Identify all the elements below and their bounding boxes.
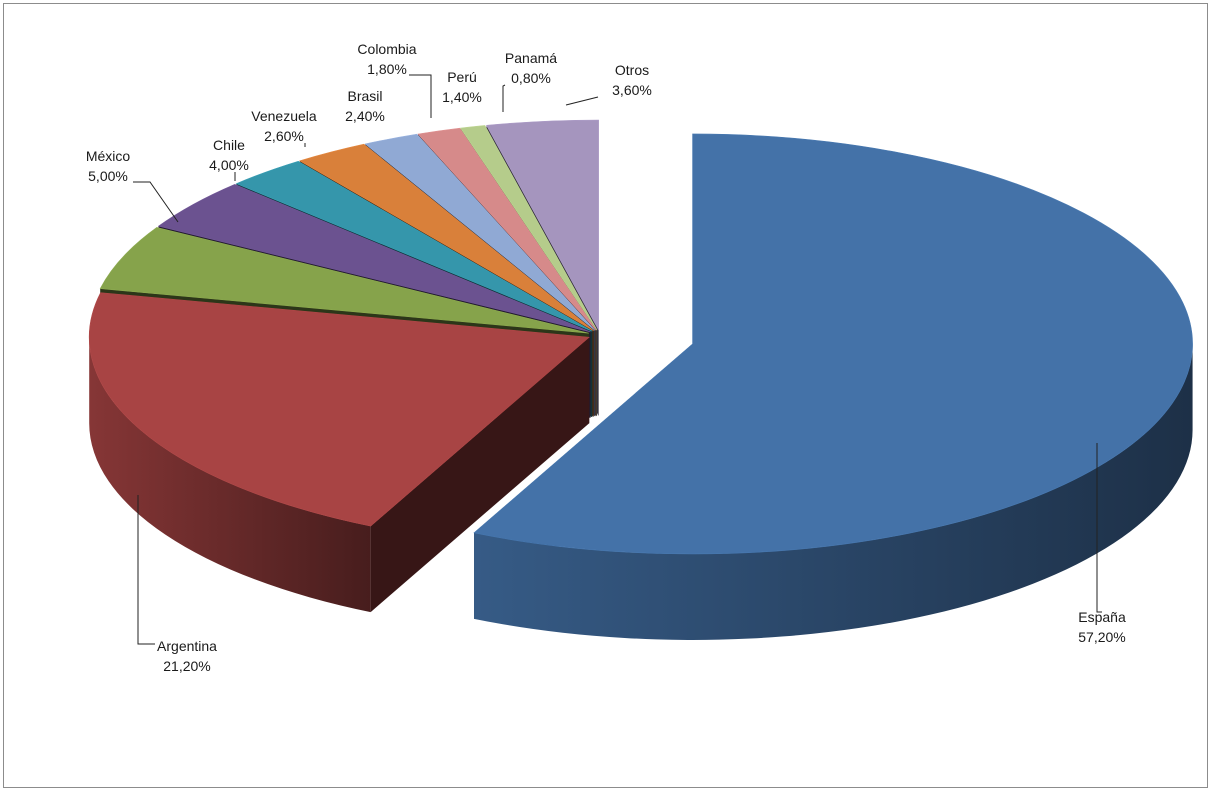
slice-wall-argentina [89, 337, 371, 613]
leader-line-panama [502, 84, 506, 112]
data-label-value-panama: 0,80% [511, 70, 551, 86]
leader-line-mexico [133, 181, 179, 223]
data-label-value-espana: 57,20% [1078, 629, 1125, 645]
data-label-value-colombia: 1,80% [367, 61, 407, 77]
slice-wall-espana [474, 343, 1193, 640]
data-label-name-brasil: Brasil [347, 88, 382, 104]
data-label-value-chile: 4,00% [209, 157, 249, 173]
slice-colombia[interactable] [364, 133, 596, 331]
data-label-value-argentina: 21,20% [163, 658, 210, 674]
slice-venezuela[interactable] [235, 160, 593, 332]
slice-chile[interactable] [157, 184, 591, 333]
data-label-value-venezuela: 2,60% [264, 128, 304, 144]
data-label-name-espana: España [1078, 609, 1126, 625]
slice-mexico[interactable] [99, 227, 589, 334]
data-label-name-peru: Perú [447, 69, 477, 85]
data-label-name-otros: Otros [615, 62, 649, 78]
slice-argentina[interactable] [88, 292, 590, 527]
data-label-name-mexico: México [86, 148, 131, 164]
leader-line-otros [565, 96, 599, 106]
data-label-name-panama: Panamá [505, 50, 557, 66]
data-label-name-venezuela: Venezuela [251, 108, 317, 124]
data-label-value-brasil: 2,40% [345, 108, 385, 124]
slice-side-argentina [370, 337, 590, 613]
slice-brasil[interactable] [299, 143, 594, 331]
slice-otros[interactable] [486, 119, 599, 331]
leader-line-espana [1096, 443, 1102, 613]
data-label-value-peru: 1,40% [442, 89, 482, 105]
slice-peru[interactable] [417, 127, 597, 331]
data-label-name-argentina: Argentina [157, 638, 217, 654]
slice-panama[interactable] [460, 125, 598, 331]
data-label-value-mexico: 5,00% [88, 168, 128, 184]
data-label-value-otros: 3,60% [612, 82, 652, 98]
leader-line-colombia [409, 74, 432, 118]
data-label-name-chile: Chile [213, 137, 245, 153]
data-label-name-colombia: Colombia [357, 41, 416, 57]
leader-line-argentina [137, 495, 155, 645]
slice-espana[interactable] [473, 133, 1193, 555]
